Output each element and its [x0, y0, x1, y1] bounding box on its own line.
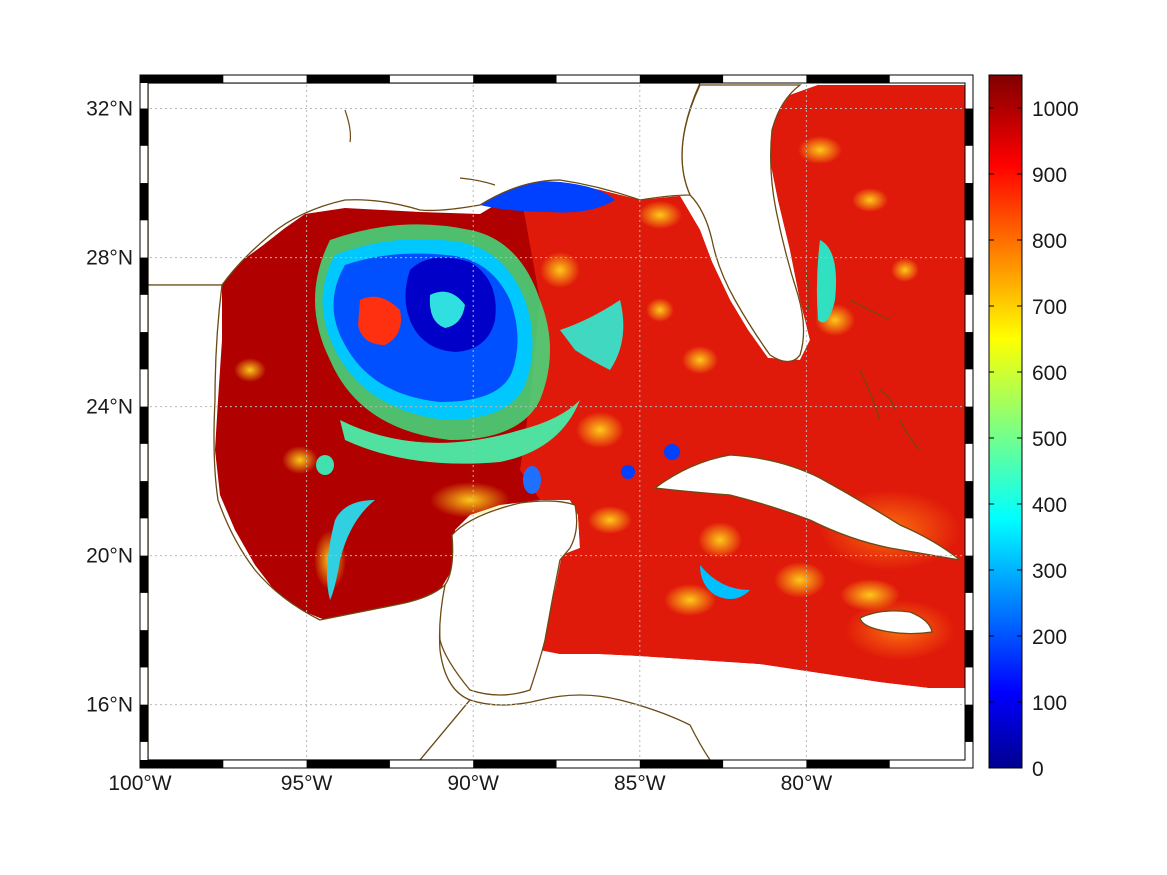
frame-segment — [965, 704, 973, 742]
colorbar-tick-label: 900 — [1032, 164, 1067, 187]
colorbar-tick-label: 600 — [1032, 362, 1067, 385]
map-frame — [139, 74, 974, 769]
frame-segment — [140, 75, 224, 83]
cuba — [653, 454, 963, 562]
central-america — [419, 694, 711, 760]
lon-tick-label: 90°W — [447, 772, 499, 795]
bahamas-islands — [344, 109, 921, 451]
frame-segment — [965, 108, 973, 146]
frame-segment — [140, 760, 224, 768]
frame-segment — [965, 332, 973, 370]
yellow-patches — [234, 136, 919, 616]
lon-tick-label: 100°W — [108, 772, 171, 795]
colorbar-tick-label: 500 — [1032, 428, 1067, 451]
longitude-tick-labels: 100°W 95°W 90°W 85°W 80°W — [108, 772, 832, 795]
frame-segment — [965, 630, 973, 668]
frame-segment — [140, 406, 148, 444]
frame-segment — [140, 555, 148, 593]
frame-segment — [140, 257, 148, 295]
frame-segment — [140, 630, 148, 668]
colorbar-tick-label: 200 — [1032, 626, 1067, 649]
frame-segment — [306, 760, 390, 768]
frame-segment — [806, 75, 890, 83]
frame-segment — [965, 555, 973, 593]
lat-tick-label: 24°N — [86, 396, 133, 419]
land — [148, 83, 963, 760]
latitude-tick-labels: 16°N 20°N 24°N 28°N 32°N — [86, 98, 133, 717]
frame-segment — [639, 760, 724, 768]
frame-segment — [965, 183, 973, 221]
eddy-structure — [315, 181, 836, 600]
lat-tick-label: 20°N — [86, 545, 133, 568]
colorbar-tick-label: 800 — [1032, 230, 1067, 253]
frame-segment — [140, 704, 148, 742]
grid-lines — [148, 83, 965, 760]
colorbar-tick-label: 1000 — [1032, 98, 1079, 121]
frame-segment — [965, 481, 973, 519]
lat-tick-label: 16°N — [86, 694, 133, 717]
frame-segment — [306, 75, 390, 83]
mexico-coast — [148, 284, 472, 760]
frame-segment — [140, 332, 148, 370]
frame-segment — [639, 75, 724, 83]
lon-tick-label: 80°W — [781, 772, 833, 795]
frame-segment — [965, 406, 973, 444]
frame-segment — [806, 760, 890, 768]
colorbar-tick-label: 0 — [1032, 758, 1044, 781]
jamaica — [859, 610, 933, 635]
frame-segment — [140, 108, 148, 146]
frame-segment — [473, 760, 557, 768]
us-coast — [148, 83, 701, 286]
colorbar: 0 100 200 300 400 500 600 700 800 900 1000 — [988, 74, 1079, 781]
frame-segment — [140, 183, 148, 221]
lat-tick-label: 28°N — [86, 247, 133, 270]
colorbar-gradient — [988, 74, 1023, 769]
frame-segment — [965, 257, 973, 295]
colorbar-tick-label: 400 — [1032, 494, 1067, 517]
lon-tick-label: 95°W — [281, 772, 333, 795]
colorbar-ticks: 0 100 200 300 400 500 600 700 800 900 1000 — [989, 98, 1079, 781]
frame-segment — [473, 75, 557, 83]
colorbar-tick-label: 100 — [1032, 692, 1067, 715]
colorbar-tick-label: 700 — [1032, 296, 1067, 319]
lat-tick-label: 32°N — [86, 98, 133, 121]
lon-tick-label: 85°W — [614, 772, 666, 795]
frame-segment — [140, 481, 148, 519]
plot-area — [148, 83, 965, 760]
florida — [681, 84, 805, 363]
colorbar-tick-label: 300 — [1032, 560, 1067, 583]
